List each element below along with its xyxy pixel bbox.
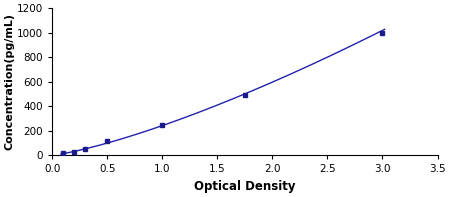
Y-axis label: Concentration(pg/mL): Concentration(pg/mL)	[4, 13, 14, 150]
X-axis label: Optical Density: Optical Density	[194, 180, 296, 193]
